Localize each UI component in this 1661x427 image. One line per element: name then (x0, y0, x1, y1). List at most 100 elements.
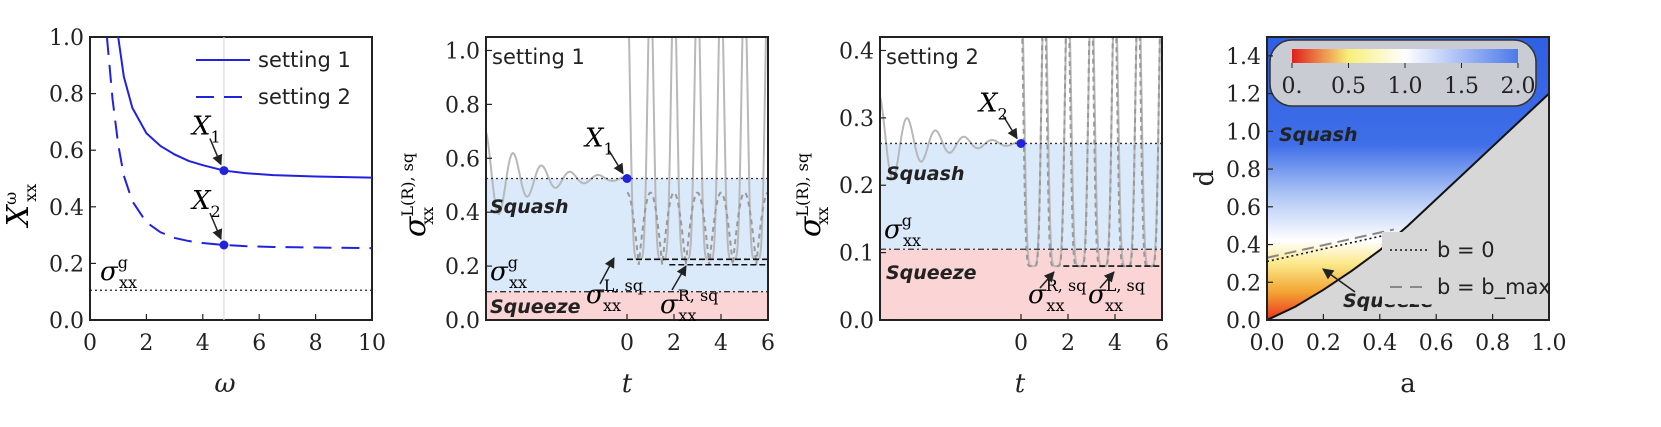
panel-d-ytick-label: 0.6 (1226, 196, 1261, 221)
marker-X1-point (622, 174, 632, 183)
colorbar-tick-label: 1.5 (1444, 74, 1479, 99)
panel-b-squash-region (486, 178, 768, 292)
panel-b-xtick-label: 4 (714, 331, 728, 356)
marker-X1-arrow (608, 150, 624, 175)
panel-c-ytick-label: 0.2 (839, 174, 874, 199)
marker-X2-arrow (209, 212, 223, 240)
panel-a-ytick-label: 0.4 (49, 196, 84, 221)
panel-c-ylabel: σL(R), sqxx (793, 153, 832, 237)
panel-b-squash-label: Squash (490, 196, 568, 218)
panel-d-legend: b = 0 b = b_max (1382, 232, 1551, 304)
colorbar-tick-label: 0.5 (1331, 74, 1366, 99)
panel-d-xtick-label: 0.0 (1250, 331, 1285, 356)
panel-b-ytick-label: 0.6 (445, 147, 480, 172)
panel-a-ylabel: Xωxx (1, 184, 40, 228)
panel-a-xlabel: ω (214, 369, 235, 399)
panel-b-prequench-curve (486, 131, 628, 216)
panel-d-xtick-label: 0.2 (1306, 331, 1341, 356)
marker-X1-arrow (209, 138, 223, 166)
panel-c-ytick-label: 0.3 (839, 107, 874, 132)
panel-a-xtick-label: 8 (309, 331, 323, 356)
heatmap-bmax-line (1267, 228, 1395, 259)
panel-a-ytick-label: 0.8 (49, 83, 84, 108)
panel-b-ylabel: σL(R), sqxx (398, 153, 437, 237)
panel-d-squeeze-arrow (1322, 268, 1356, 293)
panel-c-xtick-label: 6 (1155, 331, 1169, 356)
panel-a-frame (89, 36, 373, 321)
panel-b-sigma-g-label: σg xx (490, 253, 527, 292)
colorbar-gradient (1292, 49, 1518, 63)
panel-a-xtick-label: 4 (196, 331, 210, 356)
panel-d-xtick-label: 1.0 (1532, 331, 1567, 356)
panel-d-xtick-label: 0.4 (1362, 331, 1397, 356)
panel-c-xlabel: t (1015, 369, 1026, 399)
panel-d-xtick-label: 0.6 (1419, 331, 1454, 356)
panel-a-xtick-label: 6 (252, 331, 266, 356)
panel-c-title-box (882, 41, 986, 71)
panel-c-sigma-g-label: σg xx (884, 211, 921, 250)
marker-X2-point (219, 240, 229, 250)
panel-a: X1 X2 0 2 4 6 8 10 0.0 0.2 0.4 0.6 0.8 1.0 setting 1… (1, 26, 386, 399)
panel-d-ytick-label: 0.0 (1226, 309, 1261, 334)
marker-X2-label: X2 (190, 186, 221, 221)
panel-a-ytick-label: 0.2 (49, 252, 84, 277)
marker-X2-label: X2 (977, 88, 1008, 123)
panel-d: 0. 0.5 1.0 1.5 2.0 0.0 0.2 0.4 0.6 0.8 1.0 0.0 0.2 0… (1190, 36, 1567, 399)
panel-b-sigma-R-label: σR, sq xx (660, 286, 718, 325)
panel-c-ytick-label: 0.0 (839, 309, 874, 334)
panel-c-prequench-curve (880, 96, 1022, 181)
panel-a-ytick-label: 0.6 (49, 139, 84, 164)
panel-c: setting 2 X2 0 2 4 60.00.10.20.30.4 Squash … (793, 36, 1169, 399)
colorbar: 0. 0.5 1.0 1.5 2.0 (1269, 39, 1537, 107)
marker-X1-label: X1 (190, 112, 221, 147)
panel-c-xtick-label: 2 (1061, 331, 1075, 356)
panel-c-squash-region (880, 143, 1162, 250)
panel-b-sigma-L-label: σL, sq xx (586, 276, 643, 315)
panel-c-squash-label: Squash (886, 163, 964, 185)
panel-a-ytick-label: 1.0 (49, 26, 84, 51)
panel-b-xtick-label: 2 (667, 331, 681, 356)
heatmap-boundary-curve (1267, 92, 1549, 320)
panel-d-frame (1266, 36, 1550, 321)
panel-d-squash-label: Squash (1279, 124, 1357, 146)
series-setting-1-line (117, 37, 372, 179)
legend-b0: b = 0 (1437, 238, 1495, 262)
panel-b-xtick-label: 6 (761, 331, 775, 356)
panel-d-ytick-label: 1.4 (1226, 45, 1261, 70)
panel-b-R-arrow (671, 265, 687, 291)
panel-c-L-arrow (1099, 271, 1115, 289)
panel-b-title: setting 1 (492, 45, 585, 69)
colorbar-tick-label: 1.0 (1388, 74, 1423, 99)
panel-b: setting 1 X1 0 2 4 6 0.0 0.2 0.4 0.6 0.8 1.0 Squa… (398, 36, 775, 399)
panel-d-ytick-label: 0.2 (1226, 271, 1261, 296)
panel-c-sigma-R-label: σR, sq xx (1028, 276, 1086, 315)
panel-b-ytick-label: 0.0 (445, 309, 480, 334)
panel-d-ytick-label: 0.8 (1226, 158, 1261, 183)
panel-b-ytick-label: 0.2 (445, 255, 480, 280)
panel-b-ytick-label: 0.8 (445, 93, 480, 118)
panel-a-legend: setting 1 setting 2 (196, 48, 351, 109)
colorbar-tick-label: 0. (1282, 74, 1303, 99)
heatmap-b0-line (1267, 232, 1395, 263)
panel-c-ytick-label: 0.4 (839, 39, 874, 64)
legend-setting-2: setting 2 (258, 85, 351, 109)
panel-c-sigma-L-label: σL, sq xx (1088, 276, 1145, 315)
panel-b-ytick-label: 1.0 (445, 39, 480, 64)
panel-c-title: setting 2 (886, 45, 979, 69)
panel-b-ytick-label: 0.4 (445, 201, 480, 226)
panel-d-ylabel: d (1190, 170, 1220, 187)
panel-c-squeeze-region (880, 249, 1162, 320)
marker-X1-label: X1 (583, 124, 614, 159)
legend-bmax: b = b_max (1437, 275, 1551, 300)
panel-c-squeeze-label: Squeeze (886, 262, 977, 284)
panel-a-xtick-label: 10 (358, 331, 386, 356)
colorbar-tick-label: 2.0 (1501, 74, 1536, 99)
panel-c-xtick-label: 0 (1014, 331, 1028, 356)
panel-b-xlabel: t (622, 369, 633, 399)
panel-d-ytick-label: 0.4 (1226, 234, 1261, 259)
marker-X1-point (219, 166, 229, 176)
series-setting-2-line (105, 37, 372, 250)
panel-b-R-curve (626, 191, 768, 265)
panel-a-sigma-g-label: σg xx (100, 253, 137, 292)
